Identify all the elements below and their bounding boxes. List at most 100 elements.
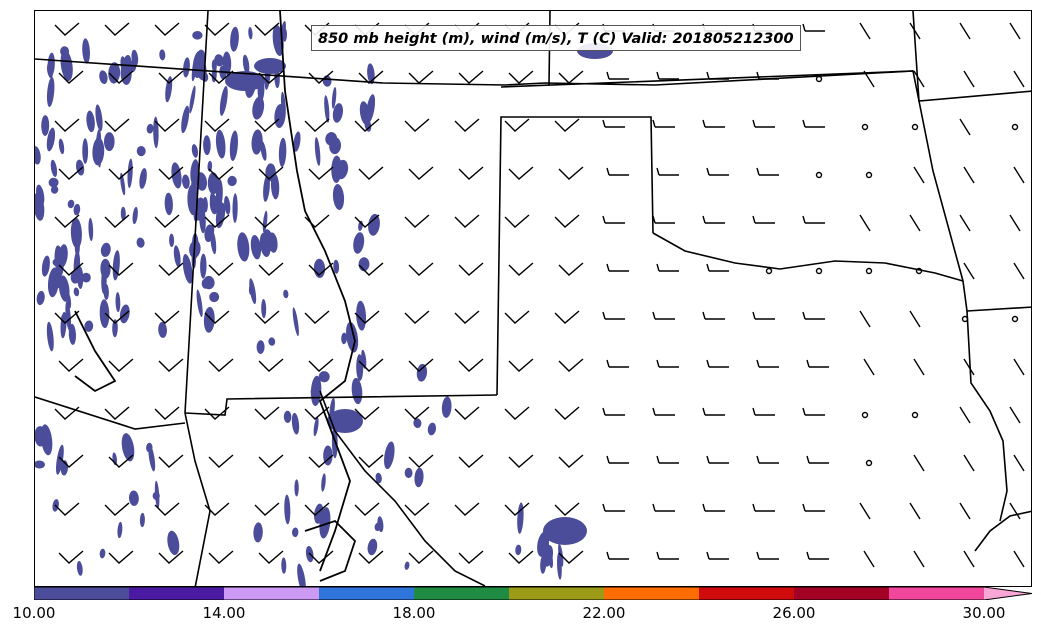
colorbar-segment [319,587,415,600]
wind-barb [602,407,625,416]
wind-barb [308,358,334,372]
wind-barb [558,454,584,468]
temperature-fill-blob [159,49,166,61]
calm-wind-circle [915,267,923,275]
wind-barb [959,502,971,520]
wind-barb [58,166,84,180]
wind-barb [558,70,584,84]
temperature-fill-blob [297,563,306,586]
temperature-fill-blob [293,131,301,152]
temperature-fill-blob [182,253,193,284]
temperature-fill-blob [73,287,80,297]
temperature-fill-blob [203,135,211,156]
wind-barb [108,262,134,276]
temperature-fill-blob [248,27,253,40]
wind-barb [504,310,530,324]
wind-barb [104,502,130,516]
wind-barb [258,166,284,180]
wind-barb [54,310,80,324]
wind-barb [454,502,480,516]
wind-barb [656,551,679,560]
temperature-fill-blob [331,86,337,109]
wind-barb [458,70,484,84]
temperature-fill-blob [368,213,380,236]
wind-barb [158,262,184,276]
wind-barb [104,406,130,420]
temperature-fill-blob [517,502,524,534]
temperature-fill-blob [249,278,257,305]
temperature-fill-blob [416,363,428,382]
wind-barb [154,118,180,132]
temperature-fill-blob [404,467,413,479]
temperature-fill-blob [95,104,103,132]
wind-barb [454,310,480,324]
wind-barb [859,502,871,520]
wind-barb [254,118,280,132]
wind-barb [863,358,875,376]
wind-barb [404,502,430,516]
calm-wind-circle [865,267,873,275]
colorbar-tick-label: 18.00 [392,604,436,622]
temperature-fill-blob [209,291,220,303]
temperature-fill-blob [92,137,105,166]
border-mx-tx [319,390,486,586]
wind-barb [458,550,484,564]
colorbar-segment [699,587,795,600]
temperature-fill-blob [36,184,45,206]
wind-barb [963,70,975,88]
wind-barb [158,358,184,372]
temperature-fill-blob [196,289,203,318]
temperature-fill-blob [283,289,289,299]
temperature-fill-blob [265,163,276,182]
wind-barb [354,310,380,324]
temperature-fill-blob [319,507,331,539]
temperature-fill-blob [327,409,363,433]
temperature-fill-blob [332,184,345,210]
temperature-fill-blob [167,530,180,556]
temperature-fill-blob [346,321,359,353]
river-colorado [74,310,117,393]
colorbar-segment [889,587,985,600]
wind-barb [863,550,875,568]
wind-barb [408,358,434,372]
temperature-fill-blob [153,116,159,149]
temperature-fill-blob [515,544,522,556]
wind-barb [408,166,434,180]
wind-barb [959,118,971,136]
temperature-fill-blob [192,30,203,40]
temperature-fill-blob [341,332,348,345]
wind-barb [258,550,284,564]
temperature-fill-blob [187,184,199,216]
wind-barb [258,70,284,84]
border-ks-mo [912,11,1031,102]
temperature-fill-blob [86,110,95,133]
colorbar-segment [509,587,605,600]
wind-barb [1013,70,1025,88]
temperature-fill-blob [284,494,291,525]
temperature-fill-blob [127,158,133,189]
wind-barb [508,454,534,468]
wind-barb [756,167,779,176]
wind-barb [258,262,284,276]
wind-barb [652,311,675,320]
wind-barb [58,550,84,564]
temperature-fill-blob [73,203,81,216]
wind-barb [606,263,629,272]
wind-barb [913,358,925,376]
wind-barb [706,167,729,176]
wind-barb [706,263,729,272]
wind-barb [963,358,975,376]
wind-barb [959,214,971,232]
wind-barb [458,166,484,180]
wind-barb [909,502,921,520]
border-tx-ok [652,232,964,282]
wind-barb [806,455,829,464]
wind-barb [554,406,580,420]
wind-barb [656,71,679,80]
wind-barb [108,358,134,372]
wind-barb [404,310,430,324]
calm-wind-circles [765,75,1019,467]
temperature-fill-blob [146,123,154,134]
temperature-fill-blob [189,85,196,114]
temperature-fill-blob [76,561,83,576]
